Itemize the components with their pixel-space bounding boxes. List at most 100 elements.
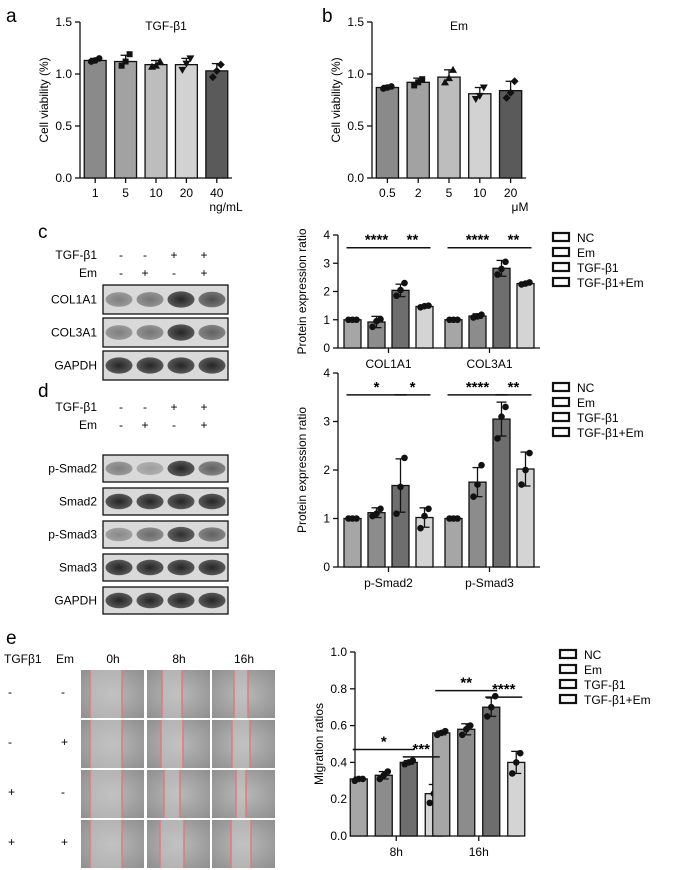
- bar: [174, 63, 198, 179]
- wound-header-em: Em: [56, 652, 74, 666]
- blot-header-mark: +: [200, 266, 207, 280]
- blot-band: [105, 292, 133, 307]
- data-point: [518, 481, 525, 488]
- bar-TGF-β1+Em: [516, 282, 535, 349]
- wound-gap: [232, 720, 250, 768]
- data-point: [474, 481, 481, 488]
- bar-TGF-β1: [391, 289, 410, 349]
- wound-gap: [162, 670, 182, 718]
- chart-title: TGF-β1: [145, 19, 187, 33]
- x-tick-label: 2: [415, 186, 422, 200]
- bar-NC: [432, 732, 451, 837]
- blot-header-mark: -: [119, 418, 123, 432]
- blot-band: [105, 592, 133, 609]
- data-point: [483, 713, 491, 720]
- chart-e-y-tick-label: 1.0: [330, 645, 347, 659]
- blots-layer: TGF-β1 - - + + Em - + - + COL1A1 COL3A1 GAPDH TGF-β1 -…: [48, 248, 229, 615]
- blot-band-label: GAPDH: [54, 594, 97, 608]
- wound-row-em: +: [61, 835, 68, 849]
- blot-band: [167, 526, 195, 543]
- data-point: [454, 316, 461, 324]
- panel-letter-e: e: [6, 628, 17, 649]
- bar: [83, 59, 107, 179]
- blot-band: [136, 493, 164, 510]
- wound-gap: [161, 720, 183, 768]
- wound-row-tgf: -: [8, 685, 12, 699]
- blot-band: [198, 592, 226, 609]
- legend-label: TGF-β1: [577, 261, 619, 275]
- data-point: [425, 505, 432, 513]
- blot-header-label: TGF-β1: [55, 248, 97, 262]
- legend-swatch: [551, 381, 571, 393]
- chart-b-y-label: Cell viability (%): [329, 57, 343, 142]
- data-point: [458, 731, 466, 739]
- data-point: [441, 78, 449, 86]
- blot-band-label: COL3A1: [51, 326, 97, 340]
- data-point: [216, 60, 225, 69]
- legend-label: TGF-β1+Em: [577, 276, 644, 290]
- chart-a-y-tick-label: 0.5: [55, 119, 72, 133]
- chart-d-y-tick-label: 2: [323, 463, 330, 477]
- bar: [406, 81, 430, 179]
- legend-swatch: [551, 261, 571, 273]
- blot-band-label: p-Smad3: [48, 528, 97, 542]
- chart-e: 0.0 0.2 0.4 0.6 0.8 1.0 Migration ratios 8h 16h *…: [312, 645, 651, 859]
- data-point: [510, 77, 519, 86]
- wound-gap: [236, 770, 246, 818]
- data-point: [506, 88, 515, 97]
- data-point: [401, 454, 408, 462]
- significance-label: ****: [466, 379, 490, 396]
- significance-label: *: [410, 379, 416, 396]
- data-point: [186, 55, 195, 63]
- data-point: [401, 279, 408, 287]
- data-point: [353, 515, 360, 522]
- x-tick-label: 1: [92, 186, 99, 200]
- data-point: [417, 524, 424, 532]
- blot-band: [136, 461, 164, 476]
- chart-c-y-tick-label: 2: [323, 285, 330, 299]
- wound-row-em: +: [61, 735, 68, 749]
- chart-e-y-tick-label: 0.8: [330, 682, 347, 696]
- chart-e-y-label: Migration ratios: [312, 703, 326, 785]
- significance-label: *: [381, 734, 387, 751]
- x-group-label: p-Smad2: [364, 576, 413, 590]
- blot-header-mark: +: [200, 400, 207, 414]
- significance-label: **: [508, 232, 520, 249]
- significance-label: ***: [412, 741, 430, 758]
- bar: [468, 93, 492, 179]
- x-group-label: 16h: [469, 845, 489, 859]
- blot-header-label: Em: [79, 418, 97, 432]
- chart-b-y-tick-label: 1.0: [347, 67, 364, 81]
- blot-band: [167, 357, 195, 374]
- chart-c-y-label: Protein expression ratio: [295, 228, 309, 354]
- blot-header-mark: -: [143, 400, 147, 414]
- chart-e-y-tick-label: 0.0: [330, 829, 347, 843]
- chart-b-y-tick-label: 1.5: [347, 15, 364, 29]
- blot-band: [198, 461, 226, 476]
- blot-header-mark: +: [170, 248, 177, 262]
- wound-gap: [160, 820, 184, 868]
- blot-band: [198, 527, 226, 542]
- data-point: [377, 505, 384, 513]
- blot-band: [105, 527, 133, 542]
- chart-b-y-tick-label: 0.0: [347, 171, 364, 185]
- data-point: [415, 79, 422, 86]
- chart-e-y-tick-label: 0.4: [330, 755, 347, 769]
- chart-a-y-tick-label: 0.0: [55, 171, 72, 185]
- chart-e-y-tick-label: 0.6: [330, 719, 347, 733]
- data-point: [498, 413, 505, 420]
- significance-label: **: [460, 675, 472, 692]
- data-point: [478, 311, 485, 318]
- bar: [205, 70, 229, 179]
- data-point: [126, 51, 133, 58]
- wound-gap: [164, 770, 180, 818]
- legend-swatch: [558, 678, 578, 690]
- blot-band: [136, 592, 164, 609]
- blot-band: [105, 461, 133, 476]
- chart-d-y-tick-label: 0: [323, 560, 330, 574]
- legend-swatch: [558, 663, 578, 675]
- data-point: [409, 757, 417, 764]
- blot-band: [136, 357, 164, 374]
- wound-header-0h: 0h: [106, 652, 119, 666]
- blot-band: [198, 357, 226, 374]
